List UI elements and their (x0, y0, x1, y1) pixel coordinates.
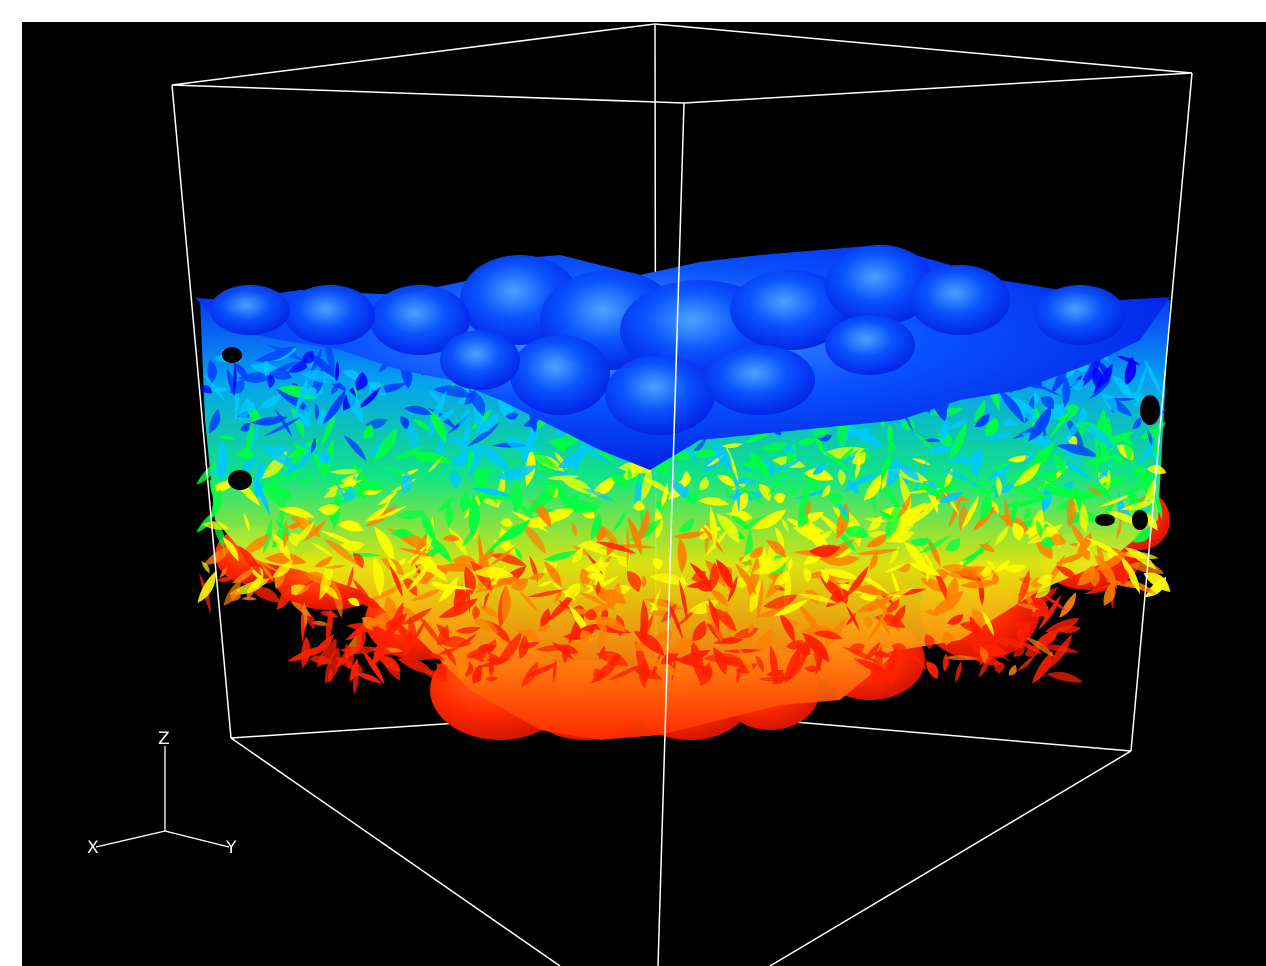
volume-render-scene[interactable]: Z X Y (22, 22, 1266, 966)
isosurface-voids (222, 347, 1160, 530)
render-viewport[interactable]: Z X Y (22, 22, 1266, 966)
y-axis-label: Y (225, 838, 237, 858)
x-axis-label: X (87, 838, 99, 858)
isosurface (195, 245, 1171, 740)
isosurface-upper-domes (195, 245, 1170, 470)
bounding-box-front (171, 72, 1193, 966)
orientation-axes (95, 746, 230, 848)
z-axis-label: Z (158, 729, 170, 749)
